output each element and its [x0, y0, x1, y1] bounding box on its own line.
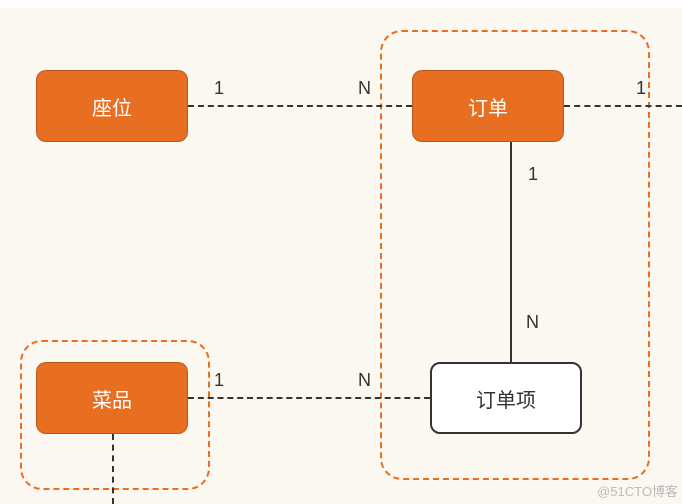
edge-dish-down: [112, 434, 114, 504]
node-label: 座位: [92, 92, 132, 121]
edge-seat-order: [188, 105, 412, 107]
diagram-canvas: 1 N 1 1 N 1 N 座位 订单菜品 订单项: [0, 0, 682, 504]
edge-order-right: [564, 105, 682, 107]
cardinality-label: 1: [636, 78, 646, 99]
cardinality-label: N: [358, 370, 371, 391]
node-label: 订单项: [476, 384, 536, 413]
edge-order-orderitem: [510, 142, 512, 362]
node-dish: 菜品: [36, 362, 188, 434]
cardinality-label: 1: [214, 370, 224, 391]
node-order-item: 订单项: [430, 362, 582, 434]
node-label: 订单: [468, 92, 508, 121]
edge-dish-orderitem: [188, 397, 430, 399]
node-order: 订单: [412, 70, 564, 142]
node-seat: 座位: [36, 70, 188, 142]
node-label: 菜品: [92, 384, 132, 413]
cardinality-label: N: [526, 312, 539, 333]
cardinality-label: 1: [528, 164, 538, 185]
cardinality-label: N: [358, 78, 371, 99]
cardinality-label: 1: [214, 78, 224, 99]
watermark: @51CTO博客: [597, 481, 678, 500]
